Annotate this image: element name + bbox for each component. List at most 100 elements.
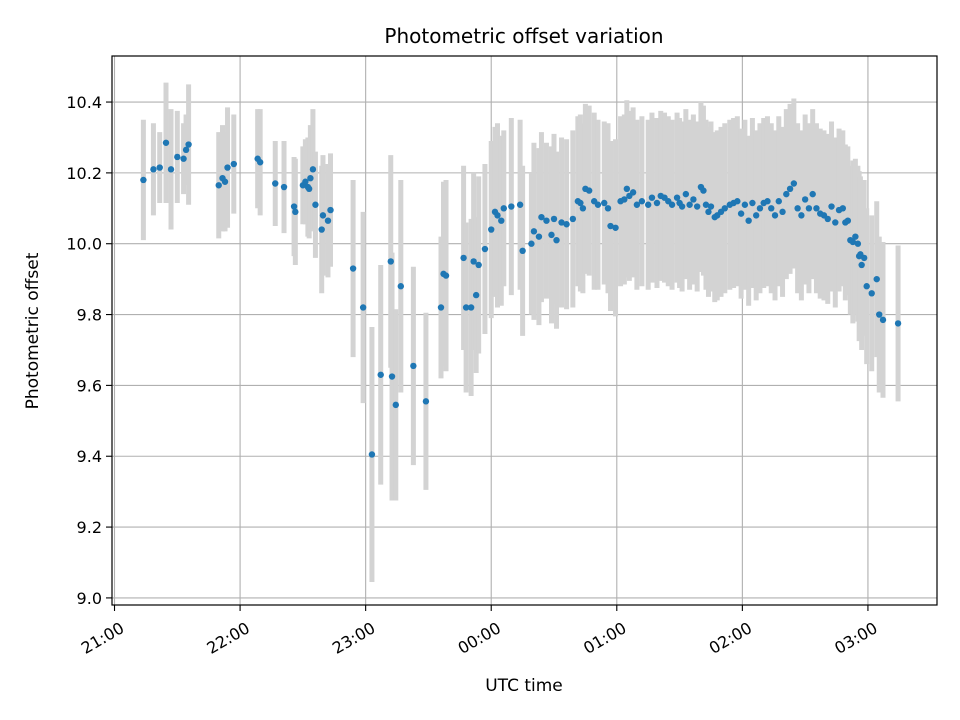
data-point: [392, 401, 399, 409]
data-point: [653, 199, 661, 207]
data-point: [700, 187, 707, 194]
data-points: [140, 139, 902, 458]
data-point: [349, 265, 357, 272]
data-point: [530, 228, 538, 235]
data-point: [745, 217, 752, 224]
data-point: [516, 201, 524, 208]
data-point: [388, 373, 396, 380]
y-axis-label: Photometric offset: [23, 252, 43, 409]
data-point: [563, 221, 570, 228]
data-point: [844, 217, 852, 224]
data-point: [462, 304, 470, 311]
data-point: [752, 212, 760, 219]
data-point: [470, 258, 477, 265]
data-point: [327, 206, 334, 214]
data-point: [629, 189, 637, 196]
data-point: [156, 164, 163, 171]
data-point: [302, 178, 309, 185]
data-point: [668, 201, 676, 208]
data-point: [775, 198, 782, 205]
data-point: [813, 205, 820, 212]
data-point: [215, 182, 222, 189]
x-axis-label: UTC time: [485, 676, 563, 696]
data-point: [377, 371, 384, 378]
data-point: [292, 208, 299, 216]
y-tick-label: 9.0: [77, 589, 102, 608]
chart-title: Photometric offset variation: [384, 24, 663, 48]
data-point: [272, 180, 279, 187]
data-point: [488, 226, 495, 233]
data-point: [550, 215, 558, 223]
x-tick-label: 01:00: [580, 618, 629, 658]
data-point: [410, 362, 417, 370]
data-point: [734, 198, 741, 205]
data-point: [437, 304, 445, 311]
data-point: [604, 205, 612, 212]
x-tick-label: 22:00: [203, 618, 252, 658]
data-point: [601, 199, 608, 207]
data-point: [721, 205, 728, 212]
data-point: [854, 240, 862, 247]
data-point: [790, 180, 798, 187]
data-point: [839, 205, 847, 212]
data-point: [180, 155, 187, 162]
data-point: [481, 245, 489, 253]
x-axis: 21:00 22:00 23:00 00:00 01:00 02:00 03:00: [78, 605, 881, 658]
y-tick-label: 10.0: [66, 235, 102, 254]
data-point: [535, 233, 543, 240]
y-tick-label: 10.2: [66, 164, 102, 183]
data-point: [849, 238, 857, 246]
data-point: [702, 201, 710, 208]
data-point: [538, 213, 545, 221]
data-point: [876, 311, 883, 318]
data-point: [475, 261, 482, 269]
data-point: [290, 203, 298, 210]
data-point: [553, 236, 560, 244]
data-point: [673, 194, 681, 201]
data-point: [879, 316, 887, 324]
data-point: [460, 254, 467, 262]
data-point: [528, 240, 535, 247]
data-point: [494, 212, 501, 219]
data-point: [860, 254, 868, 262]
data-point: [472, 291, 480, 299]
data-point: [648, 194, 656, 201]
x-tick-label: 00:00: [455, 618, 504, 658]
data-point: [771, 212, 779, 219]
data-point: [397, 283, 405, 290]
data-point: [508, 203, 515, 210]
data-point: [621, 196, 628, 203]
data-point: [305, 185, 313, 193]
data-point: [498, 217, 505, 224]
data-point: [519, 247, 526, 255]
data-point: [686, 201, 693, 208]
data-point: [174, 153, 181, 161]
data-point: [805, 205, 813, 212]
data-point: [863, 283, 870, 290]
data-point: [707, 203, 715, 210]
y-axis: 9.0 9.2 9.4 9.6 9.8 10.0 10.2 10.4: [66, 93, 112, 608]
data-point: [368, 451, 376, 458]
data-point: [221, 178, 229, 185]
data-point: [801, 196, 809, 203]
data-point: [585, 187, 593, 194]
data-point: [868, 290, 875, 297]
data-point: [682, 190, 690, 198]
data-point: [824, 215, 831, 223]
data-point: [623, 185, 631, 193]
data-point: [150, 166, 157, 173]
data-point: [783, 190, 790, 198]
data-point: [579, 205, 587, 212]
data-point: [798, 212, 805, 219]
data-point: [569, 215, 577, 223]
plot-frame: [111, 55, 938, 606]
data-point: [467, 304, 475, 311]
data-point: [858, 261, 865, 269]
data-point: [737, 210, 745, 217]
data-point: [543, 217, 550, 224]
data-point: [500, 205, 507, 212]
data-point: [442, 272, 450, 279]
y-tick-label: 9.6: [77, 376, 102, 395]
data-point: [548, 231, 555, 239]
data-point: [280, 183, 288, 191]
